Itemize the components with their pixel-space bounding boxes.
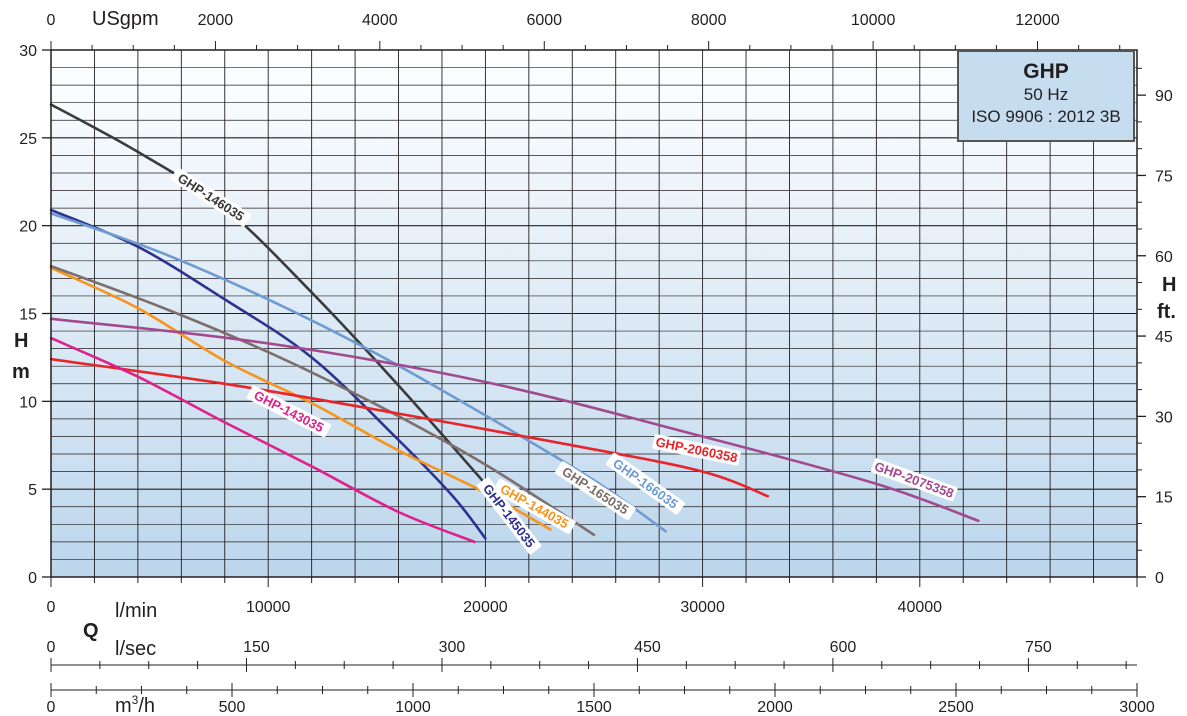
right-tick-label: 15	[1155, 490, 1173, 507]
top-tick-label: 10000	[851, 12, 896, 29]
right-tick-label: 90	[1155, 88, 1173, 105]
m3h-tick-label: 2500	[938, 699, 974, 716]
top-tick-label: 12000	[1015, 12, 1060, 29]
curve-label-background	[493, 478, 576, 534]
m3h-axis-unit: m3/h	[115, 693, 155, 716]
lmin-tick-label: 40000	[898, 599, 943, 616]
lsec-tick-label: 0	[47, 639, 56, 656]
curve-ghp-165035	[49, 264, 596, 537]
curve-label-background	[555, 461, 636, 521]
curve-ghp-2060358	[49, 357, 770, 498]
lmin-tick-label: 30000	[680, 599, 725, 616]
lsec-tick-label: 450	[634, 639, 661, 656]
top-tick-label: 0	[47, 12, 56, 29]
lmin-axis-unit: l/min	[115, 600, 157, 622]
m3h-tick-label: 1000	[395, 699, 431, 716]
lsec-tick-label: 750	[1025, 639, 1052, 656]
q-axis-label: Q	[83, 620, 99, 642]
lmin-tick-label: 20000	[463, 599, 508, 616]
left-tick-label: 20	[19, 219, 37, 236]
lsec-axis-unit: l/sec	[115, 638, 156, 660]
curve-label-background	[652, 434, 741, 466]
top-axis-unit: USgpm	[92, 8, 159, 30]
m3h-tick-label: 500	[219, 699, 246, 716]
right-tick-label: 30	[1155, 409, 1173, 426]
legend-box: GHP 50 Hz ISO 9906 : 2012 3B	[957, 50, 1135, 142]
right-axis-label-ft: ft.	[1157, 301, 1176, 323]
curve-ghp-146035	[49, 103, 531, 535]
lsec-tick-label: 150	[243, 639, 270, 656]
chart-frequency: 50 Hz	[1023, 85, 1069, 104]
left-axis-label-m: m	[12, 361, 30, 383]
curve-label-background	[606, 452, 685, 515]
right-axis-label-h: H	[1162, 274, 1176, 296]
curve-ghp-166035	[49, 212, 667, 533]
m3h-tick-label: 2000	[757, 699, 793, 716]
chart-title: GHP	[1023, 60, 1069, 83]
left-tick-label: 30	[19, 43, 37, 60]
lsec-tick-label: 600	[830, 639, 857, 656]
left-tick-label: 15	[19, 307, 37, 324]
left-tick-label: 25	[19, 131, 37, 148]
top-tick-label: 2000	[198, 12, 234, 29]
curve-label-background	[246, 385, 331, 438]
top-tick-label: 6000	[526, 12, 562, 29]
top-tick-label: 4000	[362, 12, 398, 29]
left-tick-label: 5	[28, 482, 37, 499]
m3h-tick-label: 1500	[576, 699, 612, 716]
curve-ghp-2075358	[49, 317, 980, 523]
left-tick-label: 0	[28, 570, 37, 587]
curve-label-background	[870, 458, 958, 502]
lmin-tick-label: 10000	[246, 599, 291, 616]
curve-ghp-143035	[49, 336, 476, 544]
left-tick-label: 10	[19, 394, 37, 411]
m3h-tick-label: 0	[47, 699, 56, 716]
right-tick-label: 0	[1155, 570, 1164, 587]
right-tick-label: 75	[1155, 168, 1173, 185]
right-tick-label: 45	[1155, 329, 1173, 346]
top-tick-label: 8000	[691, 12, 727, 29]
curve-label-background	[477, 477, 542, 555]
right-tick-label: 60	[1155, 249, 1173, 266]
lsec-tick-label: 300	[439, 639, 466, 656]
lmin-tick-label: 0	[47, 599, 56, 616]
curve-label-background	[170, 167, 252, 227]
m3h-tick-label: 3000	[1119, 699, 1155, 716]
chart-standard: ISO 9906 : 2012 3B	[971, 107, 1121, 126]
curve-ghp-145035	[49, 208, 487, 540]
left-axis-label-h: H	[14, 330, 28, 352]
